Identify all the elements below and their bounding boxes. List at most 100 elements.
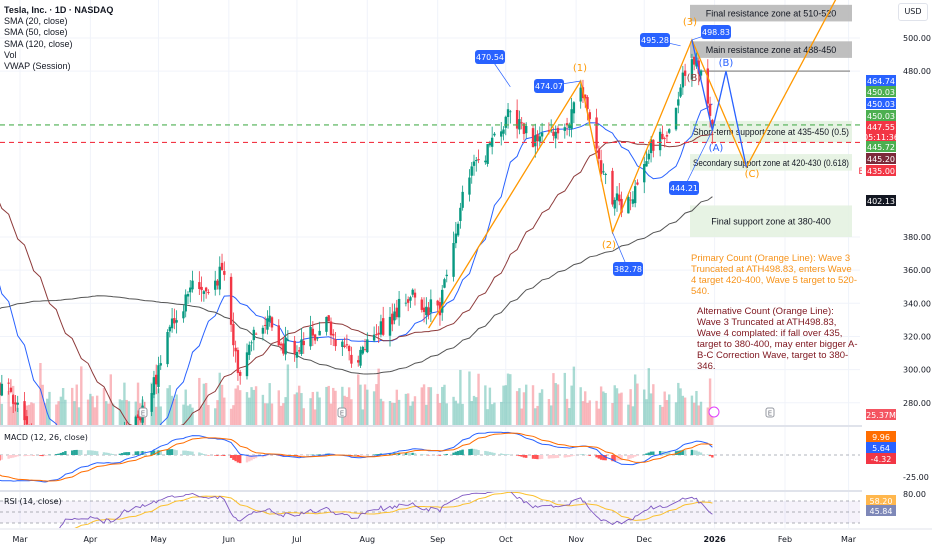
macd-histogram-bar [216,455,219,456]
volume-bar [645,399,648,425]
time-axis[interactable]: Mar Apr May Jun Jul Aug Sep Oct Nov Dec 2026 Feb Mar [0,528,932,544]
macd-histogram-bar [690,449,694,455]
candle-body [261,327,265,334]
macd-histogram-bar [420,453,423,455]
volume-bar [313,409,317,425]
volume-bar [0,389,1,425]
rsi-ma-line [74,492,713,528]
candle-body [64,442,66,458]
macd-histogram-bar [14,455,17,458]
zone-label: Final resistance zone at 510-520 [706,9,837,19]
macd-histogram-bar [248,455,251,462]
candle-body [486,144,489,164]
wave-drawings[interactable] [428,0,842,329]
candle-body [48,461,50,475]
volume-bar [77,407,81,425]
candle-body [456,223,460,236]
volume-bar [166,388,169,425]
volume-bar [586,402,589,425]
earnings-icon [138,407,148,418]
candle-body [509,111,512,113]
candle-body [563,127,566,131]
symbol-title[interactable]: Tesla, Inc. · 1D · NASDAQ [4,5,114,15]
primary-wave-line[interactable] [428,0,842,329]
macd-histogram-bar [191,451,194,455]
candle-body [647,153,650,160]
macd-histogram-bar [445,453,448,455]
indicator-sma120[interactable]: SMA (120, close) [4,38,73,49]
alternative-wave-line[interactable] [691,39,748,168]
candle-body [186,294,190,297]
volume-bar [168,385,172,425]
candle-body [697,60,700,74]
candle-body [121,443,123,454]
candle-body [57,471,59,473]
macd-histogram-bar [531,455,535,459]
candle-body [11,395,15,404]
volume-bar [500,401,503,425]
candle-body [454,233,458,244]
time-tick: Sep [430,535,445,544]
price-tag [866,86,896,97]
indicator-sma50[interactable]: SMA (50, close) [4,27,68,38]
macd-histogram-bar [461,449,464,455]
candle-body [429,299,433,313]
candle-body [554,131,557,139]
price-callout [475,50,505,64]
macd-histogram-bar [127,452,131,455]
volume-bar [404,393,408,425]
candle-body [266,318,269,330]
candle-body [663,138,666,140]
macd-histogram-bar [506,454,510,455]
candle-body [674,107,678,130]
macd-histogram-bar [55,454,58,455]
sma-50-line [0,134,713,425]
macd-histogram-bar [357,455,360,457]
macd-histogram-bar [595,455,598,458]
candle-body [681,72,685,88]
zone-resistance [690,4,852,22]
macd-histogram-bar [649,451,653,455]
indicator-sma20[interactable]: SMA (20, close) [4,16,68,27]
volume-bar [679,388,682,425]
candle-body [425,306,428,316]
macd-histogram-bar [282,455,285,457]
rsi-title[interactable]: RSI (14, close) [4,497,62,506]
volume-bar [157,388,160,425]
candle-body [94,442,96,445]
time-tick: Jul [291,535,302,544]
volume-bar [59,396,63,425]
volume-tag [866,409,896,420]
candle-body [404,302,408,304]
price-axis[interactable]: 500.00 480.00 380.00 360.00 340.00 320.00 300.… [862,0,932,528]
pane-separators [0,425,932,492]
candle-body [388,316,392,336]
macd-histogram-bar [86,450,90,455]
volume-bar [452,396,455,425]
volume-bar [604,392,607,425]
currency-button[interactable]: USD [898,3,928,21]
macd-histogram-bar [652,451,655,455]
volume-bar [379,398,383,425]
macd-histogram-bar [391,453,394,455]
macd-histogram-bar [43,455,47,457]
indicator-volume[interactable]: Vol [4,49,17,60]
volume-bar [397,399,401,425]
volume-bar [75,384,78,425]
candle-body [76,442,78,444]
candle-body [263,324,267,326]
volume-bar [420,387,423,425]
macd-histogram-bar [111,453,115,455]
price-tick: 300.00 [903,366,931,375]
macd-histogram-bar [631,455,635,458]
volume-bar [490,404,494,425]
indicator-vwap[interactable]: VWAP (Session) [4,61,71,72]
volume-bar [484,385,487,425]
price-tick: 380.00 [903,233,931,242]
volume-bar [477,373,480,425]
macd-title[interactable]: MACD (12, 26, close) [4,433,88,442]
macd-histogram-bar [64,451,67,455]
volume-bar [620,392,623,425]
macd-histogram-bar [118,453,122,455]
